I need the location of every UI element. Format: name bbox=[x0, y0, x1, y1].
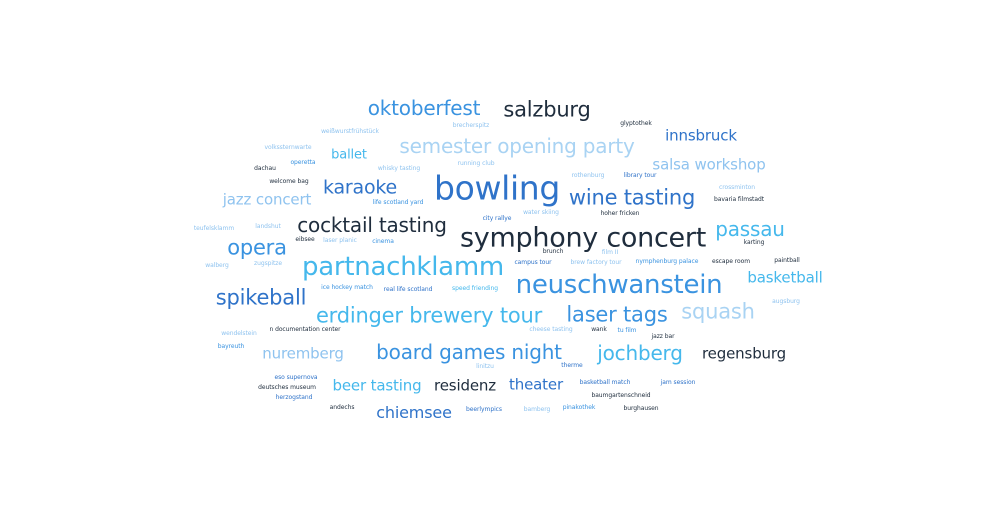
word-campus-tour: campus tour bbox=[514, 259, 552, 266]
word-salzburg: salzburg bbox=[503, 97, 591, 122]
word-eibsee: eibsee bbox=[295, 236, 315, 243]
word-library-tour: library tour bbox=[623, 172, 657, 179]
word-nymphenburg-palace: nymphenburg palace bbox=[635, 258, 699, 265]
word-linitzu: linitzu bbox=[476, 363, 494, 370]
word-brunch: brunch bbox=[542, 248, 564, 255]
word-laser-planic: laser planic bbox=[323, 237, 357, 244]
word-pinakothek: pinakothek bbox=[562, 404, 596, 411]
word-deutsches-museum: deutsches museum bbox=[258, 384, 316, 391]
word-jam-session: jam session bbox=[660, 379, 696, 386]
word-brecherspitz: brecherspitz bbox=[452, 122, 490, 129]
word-salsa-workshop: salsa workshop bbox=[652, 155, 766, 174]
word-tu-film: tu film bbox=[617, 327, 637, 334]
word-ice-hockey-match: ice hockey match bbox=[321, 284, 373, 291]
word-burghausen: burghausen bbox=[623, 405, 659, 412]
word-residenz: residenz bbox=[434, 376, 496, 395]
word-wine-tasting: wine tasting bbox=[568, 185, 696, 210]
word-herzogstand: herzogstand bbox=[275, 394, 313, 401]
word-bamberg: bamberg bbox=[523, 406, 551, 413]
word-bavaria-filmstadt: bavaria filmstadt bbox=[713, 196, 765, 203]
word-erdinger-brewery-tour: erdinger brewery tour bbox=[315, 303, 543, 328]
word-board-games-night: board games night bbox=[376, 340, 562, 364]
word-crossminton: crossminton bbox=[718, 184, 756, 191]
word-andechs: andechs bbox=[329, 404, 355, 411]
word-glyptothek: glyptothek bbox=[620, 120, 652, 127]
word-walberg: walberg bbox=[205, 262, 229, 269]
word-hoher-fricken: hoher fricken bbox=[600, 210, 640, 217]
word-squash: squash bbox=[681, 299, 755, 324]
word-bayreuth: bayreuth bbox=[217, 343, 245, 350]
word-real-life-scotland: real life scotland bbox=[383, 286, 433, 293]
word-eso-supernova: eso supernova bbox=[274, 374, 318, 381]
word-spikeball: spikeball bbox=[215, 285, 307, 310]
word-whisky-tasting: whisky tasting bbox=[377, 165, 421, 172]
word-basketball: basketball bbox=[747, 268, 823, 287]
word-cinema: cinema bbox=[372, 238, 394, 245]
word-speed-friending: speed friending bbox=[452, 285, 498, 292]
word-welcome-bag: welcome bag bbox=[269, 178, 309, 185]
word-jazz-concert: jazz concert bbox=[222, 190, 312, 209]
word-oktoberfest: oktoberfest bbox=[367, 96, 481, 120]
word-theater: theater bbox=[508, 375, 564, 394]
word-nuremberg: nuremberg bbox=[262, 344, 344, 363]
word-teufelsklamm: teufelsklamm bbox=[193, 225, 235, 232]
word-cheese-tasting: cheese tasting bbox=[529, 326, 573, 333]
word-chiemsee: chiemsee bbox=[376, 403, 452, 422]
word-wank: wank bbox=[591, 326, 607, 333]
word-dachau: dachau bbox=[254, 165, 276, 172]
word-basketball-match: basketball match bbox=[579, 379, 631, 386]
word-baumgartenschneid: baumgartenschneid bbox=[591, 392, 651, 399]
word-paintball: paintball bbox=[774, 257, 800, 264]
word-passau: passau bbox=[715, 217, 785, 241]
word-symphony-concert: symphony concert bbox=[459, 222, 707, 254]
word-film-ii: film II bbox=[601, 249, 619, 256]
word-running-club: running club bbox=[457, 160, 495, 167]
word-therme: therme bbox=[561, 362, 583, 369]
word-ballet: ballet bbox=[331, 147, 367, 163]
word-partnachklamm: partnachklamm bbox=[302, 252, 504, 282]
word-jochberg: jochberg bbox=[597, 341, 683, 365]
word-escape-room: escape room bbox=[711, 258, 751, 265]
word-n-documentation-center: n documentation center bbox=[269, 326, 341, 333]
word-wendelstein: wendelstein bbox=[221, 330, 257, 337]
word-neuschwanstein: neuschwanstein bbox=[515, 270, 723, 300]
word-opera: opera bbox=[227, 235, 287, 260]
word-karaoke: karaoke bbox=[322, 176, 398, 199]
word-city-rallye: city rallye bbox=[482, 215, 512, 222]
word-bowling: bowling bbox=[433, 168, 561, 208]
word-karting: karting bbox=[743, 239, 765, 246]
word-life-scotland-yard: life scotland yard bbox=[372, 199, 424, 206]
word-semester-opening-party: semester opening party bbox=[399, 134, 635, 158]
word-cocktail-tasting: cocktail tasting bbox=[297, 213, 447, 237]
word-landshut: landshut bbox=[255, 223, 281, 230]
word-regensburg: regensburg bbox=[701, 344, 787, 363]
word-rothenburg: rothenburg bbox=[571, 172, 605, 179]
word-weisswurstfruehstueck: weißwurstfrühstück bbox=[321, 128, 379, 135]
word-augsburg: augsburg bbox=[772, 298, 800, 305]
word-beerlympics: beerlympics bbox=[466, 406, 502, 413]
word-zugspitze: zugspitze bbox=[253, 260, 283, 267]
word-water-skiing: water skiing bbox=[523, 209, 559, 216]
word-operetta: operetta bbox=[290, 159, 316, 166]
word-volkssternwarte: volkssternwarte bbox=[264, 144, 312, 151]
word-brew-factory-tour: brew factory tour bbox=[570, 259, 622, 266]
word-innsbruck: innsbruck bbox=[665, 126, 737, 145]
word-jazz-bar: jazz bar bbox=[651, 333, 675, 340]
word-laser-tags: laser tags bbox=[566, 302, 668, 327]
word-beer-tasting: beer tasting bbox=[332, 376, 422, 395]
